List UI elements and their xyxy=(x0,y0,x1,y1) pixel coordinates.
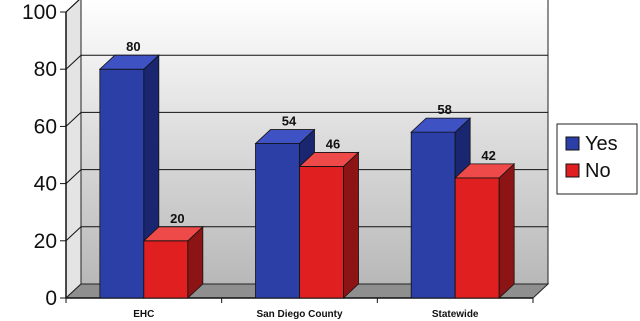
x-category-label: EHC xyxy=(133,309,154,320)
data-label: 20 xyxy=(170,211,184,226)
bar-no-1 xyxy=(298,151,360,299)
bar-top xyxy=(254,129,316,144)
bar-no-2 xyxy=(454,162,516,299)
bar-front xyxy=(299,166,344,299)
y-tick-label: 60 xyxy=(34,115,57,138)
data-label: 54 xyxy=(282,114,297,129)
bar-top xyxy=(298,152,360,167)
data-label: 42 xyxy=(481,148,495,163)
bar-top xyxy=(98,54,160,70)
gridline xyxy=(65,226,548,242)
data-label: 46 xyxy=(326,136,340,151)
bar-top xyxy=(142,226,204,242)
gridline xyxy=(65,54,548,70)
y-tick-label: 20 xyxy=(34,230,57,253)
bar-side xyxy=(343,151,359,299)
y-tick-label: 100 xyxy=(22,1,57,24)
bar-front xyxy=(255,143,300,299)
legend-swatch-no xyxy=(565,163,580,178)
bar-side xyxy=(498,162,515,299)
gridline xyxy=(65,169,548,184)
bar-top xyxy=(410,117,472,133)
legend-label-no: No xyxy=(585,160,611,182)
y-tick-label: 0 xyxy=(45,287,57,310)
y-tick-label: 80 xyxy=(34,58,57,81)
plot-side-wall xyxy=(65,0,82,300)
bar-front xyxy=(143,240,189,299)
bar-front xyxy=(454,177,500,299)
gridline xyxy=(65,0,80,13)
legend-label-yes: Yes xyxy=(585,133,618,155)
bar-front xyxy=(410,131,456,299)
x-category-label: San Diego County xyxy=(256,309,343,320)
legend-swatch-yes xyxy=(565,136,580,151)
bar-top xyxy=(454,163,516,179)
data-label: 58 xyxy=(437,102,451,117)
data-label: 80 xyxy=(126,39,140,54)
x-category-label: Statewide xyxy=(432,309,479,320)
y-tick-label: 40 xyxy=(34,173,57,196)
bar-front xyxy=(99,68,145,299)
bar-no-0 xyxy=(142,225,204,299)
legend-box xyxy=(556,123,638,195)
legend: Yes No xyxy=(556,123,638,195)
gridline xyxy=(65,111,548,127)
